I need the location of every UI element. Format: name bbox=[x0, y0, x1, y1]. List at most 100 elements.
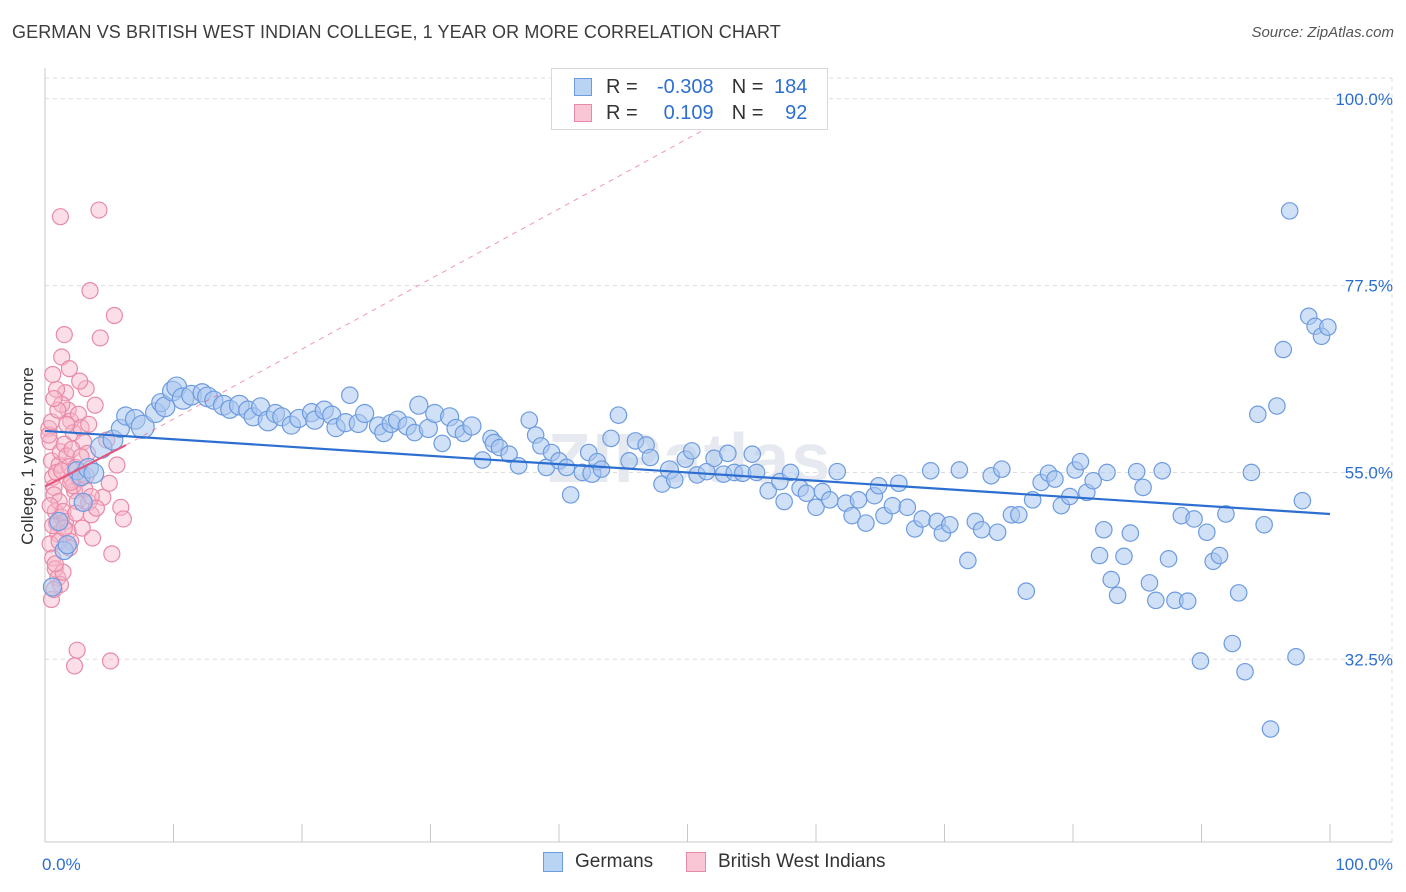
legend-item-germans[interactable]: Germans bbox=[543, 851, 653, 873]
germans-point bbox=[913, 510, 931, 528]
british-west-indians-point bbox=[44, 365, 62, 384]
trend-lines bbox=[44, 76, 1331, 516]
british-west-indians-point bbox=[90, 201, 108, 219]
axes bbox=[44, 68, 1392, 843]
germans-point bbox=[921, 461, 940, 480]
germans-point bbox=[807, 498, 825, 517]
british-west-indians-point bbox=[103, 545, 121, 563]
germans-point bbox=[682, 442, 701, 460]
germans-point bbox=[797, 484, 816, 503]
series-legend: Germans British West Indians bbox=[0, 851, 1406, 879]
germans-point bbox=[1223, 634, 1242, 653]
germans-swatch bbox=[543, 852, 563, 872]
n-label: N = bbox=[731, 75, 764, 98]
germans-point bbox=[500, 445, 518, 463]
germans-point bbox=[1102, 570, 1121, 589]
british-west-indians-point bbox=[73, 519, 91, 537]
germans-point bbox=[520, 411, 539, 429]
british-west-indians-point bbox=[51, 208, 70, 226]
germans-point bbox=[849, 491, 868, 509]
germans-point bbox=[1274, 340, 1293, 359]
n-value: 184 bbox=[774, 75, 808, 98]
germans-point bbox=[602, 429, 620, 448]
british-west-indians-point bbox=[80, 415, 98, 433]
source-credit: Source: ZipAtlas.com bbox=[1251, 24, 1394, 41]
british-west-indians-point bbox=[68, 641, 86, 659]
germans-point bbox=[1191, 652, 1210, 670]
germans-point bbox=[557, 458, 576, 477]
germans-point bbox=[898, 498, 917, 517]
y-tick-label: 55.0% bbox=[1345, 463, 1393, 482]
germans-point bbox=[665, 471, 684, 489]
germans-swatch bbox=[574, 78, 592, 96]
germans-point bbox=[959, 551, 977, 570]
germans-point bbox=[1280, 202, 1299, 220]
germans-trend-line bbox=[44, 429, 1331, 516]
germans-point bbox=[57, 535, 77, 555]
british-west-indians-point bbox=[58, 415, 76, 433]
british-west-indians-point bbox=[60, 360, 79, 378]
germans-point bbox=[821, 491, 839, 509]
germans-point bbox=[781, 463, 800, 482]
british-west-indians-point bbox=[69, 405, 88, 423]
germans-point bbox=[1287, 648, 1305, 666]
legend-label-germans: Germans bbox=[575, 851, 654, 872]
germans-point bbox=[972, 520, 991, 539]
british-west-indians-point bbox=[101, 652, 120, 670]
british-west-indians-point bbox=[46, 555, 64, 573]
british-west-indians-point bbox=[55, 326, 73, 344]
germans-point bbox=[759, 481, 778, 500]
germans-point bbox=[1140, 574, 1159, 592]
y-tick-label: 32.5% bbox=[1345, 650, 1393, 669]
germans-point bbox=[993, 460, 1011, 478]
germans-point bbox=[433, 434, 451, 453]
germans-point bbox=[828, 462, 847, 481]
british-west-indians-point bbox=[83, 529, 102, 547]
germans-point bbox=[1134, 478, 1152, 497]
germans-point bbox=[1293, 491, 1312, 510]
germans-point bbox=[1198, 523, 1216, 542]
legend-item-british-west-indians[interactable]: British West Indians bbox=[686, 851, 886, 873]
y-tick-label: 100.0% bbox=[1335, 90, 1393, 109]
germans-point bbox=[340, 386, 359, 405]
british-west-indians-point bbox=[41, 433, 59, 451]
british-west-indians-swatch bbox=[574, 104, 592, 122]
british-west-indians-point bbox=[45, 389, 63, 408]
germans-point bbox=[1017, 582, 1036, 601]
r-label: R = bbox=[606, 75, 638, 98]
germans-point bbox=[1121, 524, 1140, 542]
n-value: 92 bbox=[785, 101, 808, 124]
germans-point bbox=[883, 496, 902, 515]
germans-point bbox=[950, 461, 969, 479]
germans-point bbox=[1261, 720, 1280, 738]
germans-point bbox=[1210, 546, 1229, 565]
germans-point bbox=[83, 462, 105, 484]
germans-point bbox=[719, 444, 737, 463]
germans-point bbox=[409, 395, 429, 415]
british-west-indians-trend-line bbox=[44, 444, 127, 488]
germans-point bbox=[73, 492, 93, 512]
british-west-indians-trend-extension bbox=[125, 76, 802, 446]
x-tick-label: 100.0% bbox=[1335, 855, 1393, 874]
germans-point bbox=[1178, 592, 1197, 610]
germans-point bbox=[592, 460, 611, 478]
germans-point bbox=[1242, 463, 1261, 482]
germans-point bbox=[1159, 550, 1178, 568]
germans-point bbox=[561, 486, 580, 504]
germans-point bbox=[42, 577, 63, 597]
germans-point bbox=[1248, 405, 1267, 424]
legend-label-british-west-indians: British West Indians bbox=[718, 851, 886, 872]
germans-point bbox=[1127, 462, 1146, 481]
germans-point bbox=[1153, 461, 1172, 480]
germans-point bbox=[1071, 452, 1090, 471]
germans-point bbox=[1185, 510, 1203, 528]
legend-row-germans: R = -0.308 N = 184 bbox=[574, 74, 807, 100]
tick-labels: 32.5% 55.0% 77.5% 100.0% 0.0% 100.0% bbox=[42, 90, 1393, 874]
germans-point bbox=[609, 406, 628, 424]
germans-point bbox=[1046, 470, 1064, 488]
germans-point bbox=[843, 506, 861, 525]
germans-point bbox=[775, 492, 793, 511]
british-west-indians-point bbox=[41, 497, 59, 515]
r-value: 0.109 bbox=[663, 101, 714, 124]
germans-point bbox=[988, 523, 1007, 542]
